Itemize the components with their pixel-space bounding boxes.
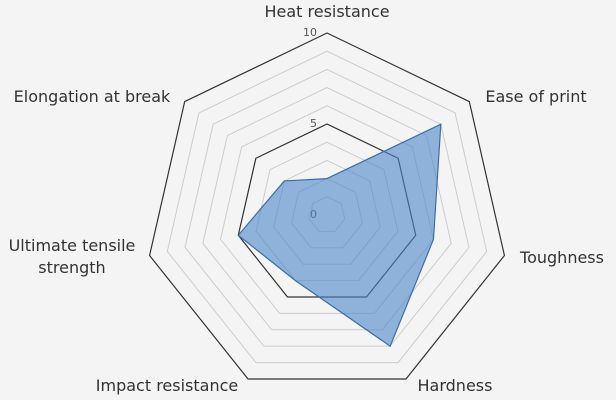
grid-ring	[148, 32, 506, 380]
axis-label: Toughness	[520, 248, 604, 267]
minor-ring	[166, 50, 488, 364]
tick-label: 5	[310, 117, 317, 130]
axis-label: Elongation at break	[13, 87, 171, 106]
axis-label: Ease of print	[485, 87, 587, 106]
data-area	[237, 123, 442, 348]
axis-label: Hardness	[417, 376, 493, 395]
tick-label: 10	[303, 26, 317, 39]
axis-label: Heat resistance	[264, 2, 390, 21]
axis-label: Ultimate tensile strength	[8, 236, 136, 277]
minor-ring	[184, 68, 470, 347]
axis-label: Impact resistance	[95, 376, 239, 395]
